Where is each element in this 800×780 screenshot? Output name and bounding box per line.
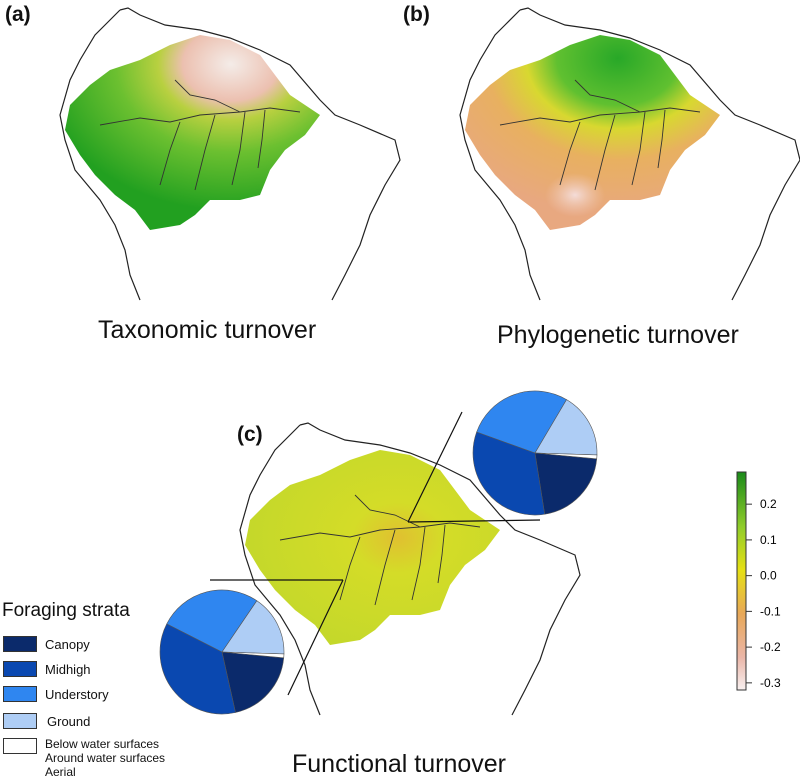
map-taxonomic xyxy=(59,7,401,301)
panel-label-a: (a) xyxy=(5,3,31,26)
colorbar-tick-label: -0.2 xyxy=(760,640,781,654)
pie-chart-north-east xyxy=(472,390,598,516)
panel-label-b: (b) xyxy=(403,3,430,26)
legend-title: Foraging strata xyxy=(2,600,130,621)
pie-slice-canopy xyxy=(534,452,598,515)
map-phylogenetic xyxy=(459,7,800,301)
legend-item-canopy: Canopy xyxy=(3,636,90,652)
pie-slice-ground xyxy=(221,600,285,655)
colorbar-tick-label: -0.1 xyxy=(760,604,781,618)
panel-label-c: (c) xyxy=(237,423,263,446)
pie-slice-midhigh xyxy=(159,623,236,715)
legend-label: Below water surfaces Around water surfac… xyxy=(45,737,165,779)
legend-label: Understory xyxy=(45,686,109,702)
panel-title-a: Taxonomic turnover xyxy=(98,316,317,344)
legend-swatch xyxy=(3,713,37,729)
legend-item-midhigh: Midhigh xyxy=(3,661,91,677)
legend-item-ground: Ground xyxy=(3,713,90,729)
legend-line: Below water surfaces xyxy=(45,737,160,751)
legend-label: Midhigh xyxy=(45,661,91,677)
pie-chart-south-west xyxy=(159,589,285,715)
legend-item-understory: Understory xyxy=(3,686,109,702)
pie-slice-ground xyxy=(534,399,598,456)
legend-line: Aerial xyxy=(45,765,76,779)
pie-slice-understory xyxy=(166,589,258,653)
colorbar-tick-label: 0.1 xyxy=(760,533,777,547)
colorbar-tick-label: -0.3 xyxy=(760,676,781,690)
colorbar-ticks: 0.2 0.1 0.0 -0.1 -0.2 -0.3 xyxy=(746,497,781,690)
pie-slice-water-aerial xyxy=(534,452,598,460)
panel-title-c: Functional turnover xyxy=(292,750,507,778)
legend-swatch xyxy=(3,661,37,677)
colorbar-tick-label: 0.0 xyxy=(760,569,777,583)
colorbar-tick-label: 0.2 xyxy=(760,497,777,511)
pie-slice-water-aerial xyxy=(221,651,285,659)
legend-item-water-aerial: Below water surfaces Around water surfac… xyxy=(3,737,165,779)
pie-slice-canopy xyxy=(221,651,285,713)
pie-slice-midhigh xyxy=(472,431,546,516)
panel-title-b: Phylogenetic turnover xyxy=(497,321,739,349)
legend-label: Canopy xyxy=(45,636,90,652)
colorbar xyxy=(736,471,747,691)
legend-swatch xyxy=(3,636,37,652)
legend-swatch xyxy=(3,738,37,754)
legend-swatch xyxy=(3,686,37,702)
leader-lines xyxy=(210,411,541,696)
legend-line: Around water surfaces xyxy=(45,751,166,765)
legend-label: Ground xyxy=(47,713,91,729)
